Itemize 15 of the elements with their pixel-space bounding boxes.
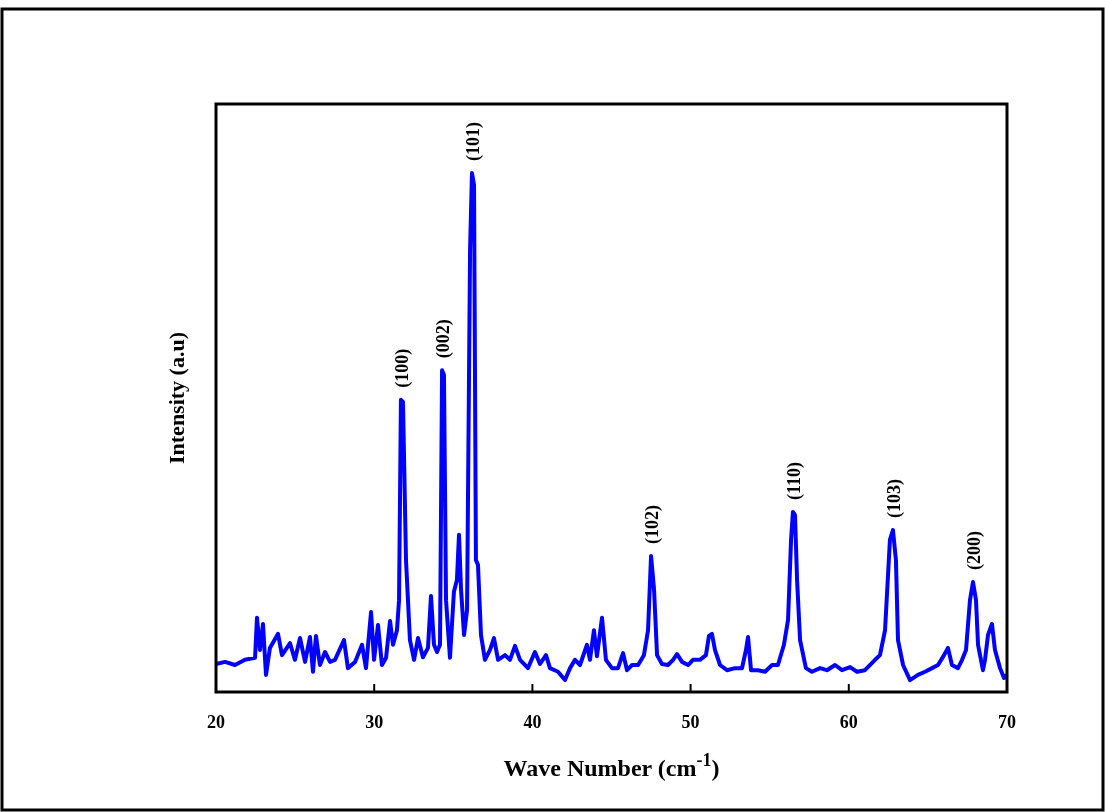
x-tick-label: 50 — [681, 712, 700, 732]
annotation: (101) — [462, 122, 484, 161]
x-tick-label: 20 — [207, 712, 225, 732]
x-tick-label: 60 — [839, 712, 858, 732]
annotation: (002) — [433, 319, 455, 359]
x-tick-label: 30 — [365, 712, 384, 732]
x-tick-label: 70 — [998, 712, 1016, 732]
annotation: (102) — [642, 505, 664, 545]
y-axis-title: Intensity (a.u) — [164, 331, 189, 465]
annotation: (100) — [391, 348, 413, 388]
x-axis-title: Wave Number (cm$^{-1}$) — [503, 750, 720, 781]
annotation: (103) — [883, 479, 905, 519]
annotation: (200) — [963, 530, 985, 570]
annotation: (110) — [783, 461, 805, 500]
x-tick-label: 40 — [523, 712, 542, 732]
